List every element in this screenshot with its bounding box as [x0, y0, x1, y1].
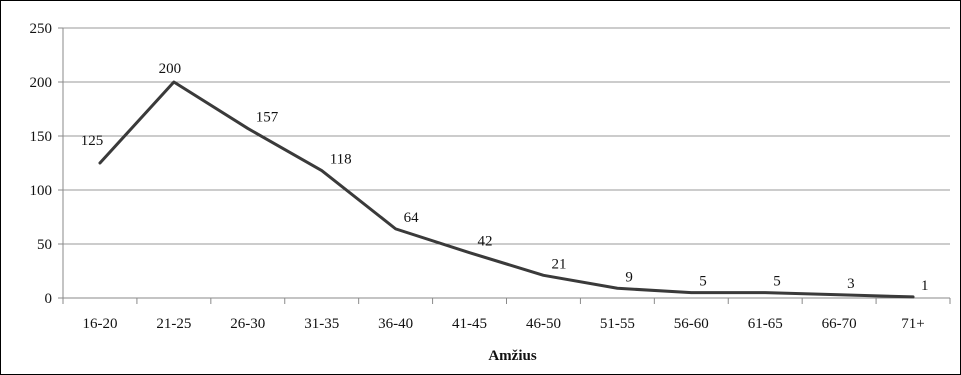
data-label: 125 [81, 133, 104, 149]
y-axis-ticks: 0 50 100 150 200 250 [30, 21, 63, 307]
x-tick-label: 41-45 [452, 316, 487, 332]
data-labels: 125 200 157 118 64 42 21 9 5 5 3 1 [81, 61, 929, 294]
x-axis-ticks: 16-20 21-25 26-30 31-35 36-40 41-45 46-50 51-55… [62, 298, 951, 332]
y-tick-label: 200 [30, 75, 53, 91]
x-tick-label: 61-65 [748, 316, 783, 332]
series-line [98, 80, 915, 299]
y-tick-label: 100 [30, 183, 53, 199]
data-label: 64 [404, 210, 420, 226]
y-tick-label: 0 [45, 291, 53, 307]
x-tick-label: 16-20 [82, 316, 117, 332]
data-label: 3 [847, 276, 855, 292]
data-label: 1 [921, 278, 929, 294]
data-label: 42 [478, 234, 493, 250]
data-label: 21 [551, 256, 566, 272]
gridlines [63, 27, 950, 245]
data-label: 157 [256, 109, 279, 125]
data-label: 200 [159, 61, 182, 77]
y-tick-label: 250 [30, 21, 53, 37]
y-tick-label: 50 [37, 237, 52, 253]
axes [62, 28, 950, 299]
x-tick-label: 21-25 [156, 316, 191, 332]
x-tick-label: 31-35 [304, 316, 339, 332]
x-tick-label: 56-60 [674, 316, 709, 332]
x-tick-label: 66-70 [822, 316, 857, 332]
x-tick-label: 26-30 [230, 316, 265, 332]
x-tick-label: 71+ [901, 316, 924, 332]
series [98, 80, 915, 299]
x-tick-label: 51-55 [600, 316, 635, 332]
data-label: 9 [625, 269, 633, 285]
y-tick-label: 150 [30, 129, 53, 145]
data-label: 5 [699, 274, 707, 290]
x-axis-label: Amžius [488, 348, 536, 364]
x-tick-label: 36-40 [378, 316, 413, 332]
data-label: 5 [773, 274, 781, 290]
data-label: 118 [330, 152, 352, 168]
x-tick-label: 46-50 [526, 316, 561, 332]
